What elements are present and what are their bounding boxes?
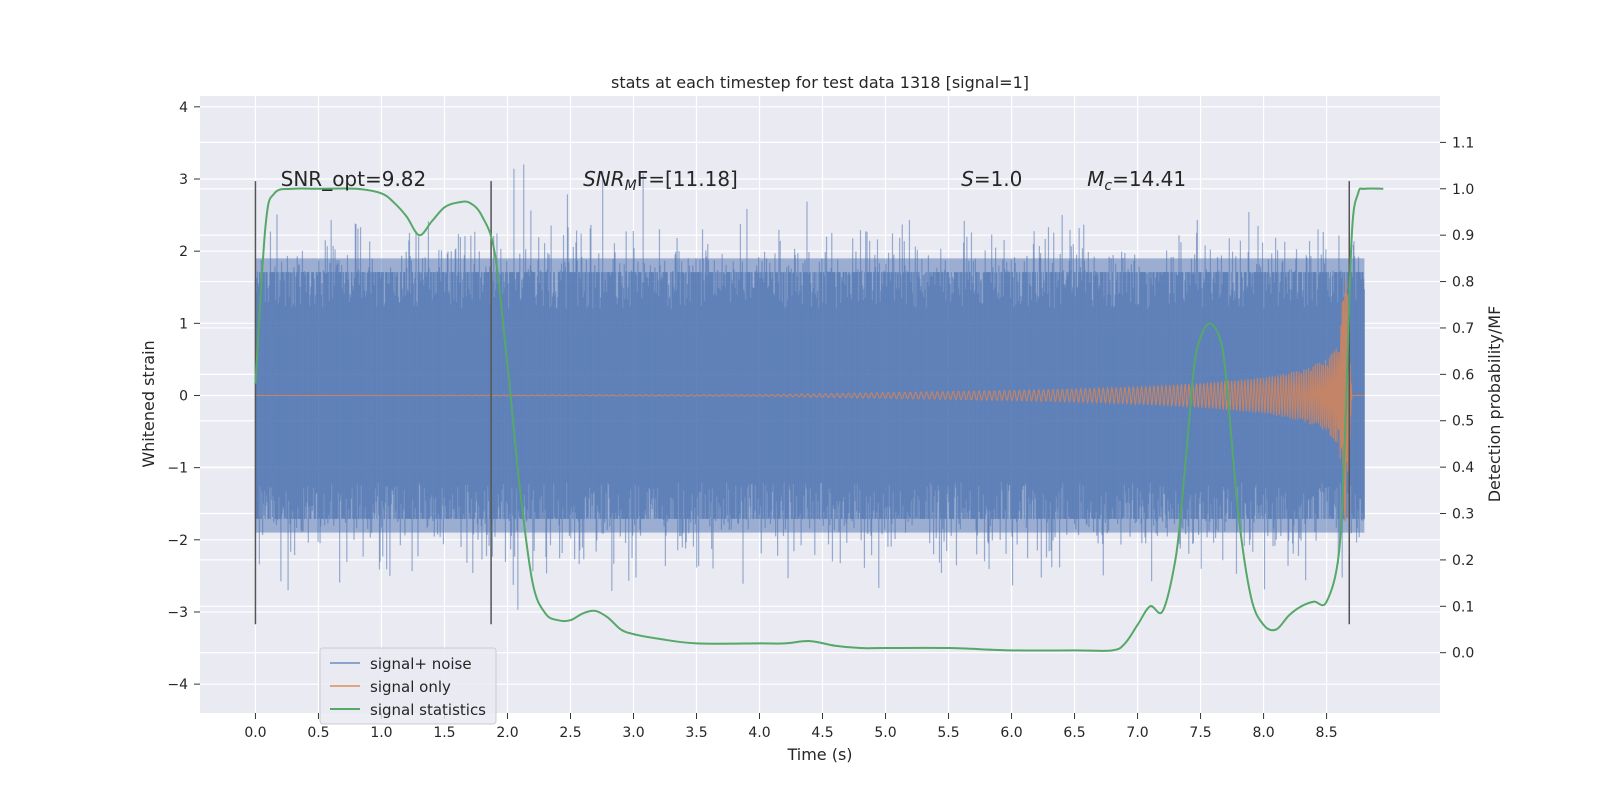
y-tick-label: 0 xyxy=(179,388,188,404)
annotation-main: SNR xyxy=(583,167,625,191)
y-tick-label: 4 xyxy=(179,100,188,116)
y-axis-label: Whitened strain xyxy=(139,340,158,467)
x-tick-label: 2.5 xyxy=(559,725,581,741)
y-axis-ticks: −4 −3 −2 −1 0 1 2 3 4 xyxy=(167,100,200,693)
x-tick-label: 5.5 xyxy=(937,725,959,741)
vertical-markers xyxy=(254,181,1351,625)
x-tick-label: 8.0 xyxy=(1252,725,1274,741)
x-tick-label: 6.5 xyxy=(1063,725,1085,741)
y2-axis-label: Detection probability/MF xyxy=(1485,306,1504,503)
annotations: SNR_opt=9.82 SNRMF=[11.18] S=1.0 Mc=14.41 xyxy=(281,167,1186,194)
chart-title: stats at each timestep for test data 131… xyxy=(611,73,1029,92)
x-tick-label: 4.0 xyxy=(748,725,770,741)
signal-series xyxy=(255,278,1365,523)
x-tick-label: 8.5 xyxy=(1315,725,1337,741)
x-axis-label: Time (s) xyxy=(786,745,852,764)
annotation-tail: =14.41 xyxy=(1112,167,1186,191)
y-tick-label: 2 xyxy=(179,244,188,260)
y2-tick-label: 0.4 xyxy=(1452,460,1474,476)
y-tick-label: −1 xyxy=(167,461,188,477)
legend: signal+ noise signal only signal statist… xyxy=(319,647,497,725)
x-tick-label: 0.0 xyxy=(244,725,266,741)
x-tick-label: 5.0 xyxy=(874,725,896,741)
y2-tick-label: 0.8 xyxy=(1452,275,1474,291)
annotation-sub: M xyxy=(625,178,637,194)
x-tick-label: 7.5 xyxy=(1189,725,1211,741)
stats-series xyxy=(254,187,1384,652)
x-axis-ticks: 0.0 0.5 1.0 1.5 2.0 2.5 3.0 3.5 4.0 4.5 5.0 5.5 6.0 6… xyxy=(244,713,1338,741)
annotation-2: S=1.0 xyxy=(961,167,1022,191)
x-tick-label: 3.0 xyxy=(622,725,644,741)
x-tick-label: 1.5 xyxy=(433,725,455,741)
annotation-tail: F=[11.18] xyxy=(637,167,738,191)
y2-tick-label: 0.1 xyxy=(1452,599,1474,615)
annotation-1: SNRMF=[11.18] xyxy=(583,167,738,194)
annotation-tail: =1.0 xyxy=(974,167,1023,191)
y-tick-label: −4 xyxy=(167,677,188,693)
y2-tick-label: 1.0 xyxy=(1452,182,1474,198)
y2-tick-label: 0.2 xyxy=(1452,553,1474,569)
annotation-main: M xyxy=(1087,167,1104,191)
y-tick-label: 3 xyxy=(179,172,188,188)
y2-tick-label: 0.0 xyxy=(1452,646,1474,662)
x-tick-label: 4.5 xyxy=(811,725,833,741)
annotation-3: Mc=14.41 xyxy=(1087,167,1186,194)
x-tick-label: 0.5 xyxy=(307,725,329,741)
legend-label-stats: signal statistics xyxy=(370,701,486,719)
y-tick-label: −3 xyxy=(167,605,188,621)
legend-label-noise: signal+ noise xyxy=(370,655,472,673)
y2-tick-label: 1.1 xyxy=(1452,135,1474,151)
x-tick-label: 6.0 xyxy=(1000,725,1022,741)
y-tick-label: 1 xyxy=(179,316,188,332)
annotation-main: S xyxy=(961,167,974,191)
stats-line xyxy=(254,187,1384,652)
x-tick-label: 2.0 xyxy=(496,725,518,741)
annotation-sub: c xyxy=(1104,178,1112,194)
y2-tick-label: 0.5 xyxy=(1452,414,1474,430)
y2-axis-ticks: 0.0 0.1 0.2 0.3 0.4 0.5 0.6 0.7 0.8 0.9 1.0 1.1 xyxy=(1440,135,1474,662)
x-tick-label: 7.0 xyxy=(1126,725,1148,741)
x-tick-label: 3.5 xyxy=(685,725,707,741)
signal-line xyxy=(255,278,1365,523)
legend-frame xyxy=(319,647,497,725)
y2-tick-label: 0.3 xyxy=(1452,507,1474,523)
y2-tick-label: 0.9 xyxy=(1452,228,1474,244)
x-tick-label: 1.0 xyxy=(370,725,392,741)
annotation-0: SNR_opt=9.82 xyxy=(281,167,427,191)
legend-label-signal: signal only xyxy=(370,678,451,696)
y-tick-label: −2 xyxy=(167,533,188,549)
y2-tick-label: 0.6 xyxy=(1452,367,1474,383)
y2-tick-label: 0.7 xyxy=(1452,321,1474,337)
